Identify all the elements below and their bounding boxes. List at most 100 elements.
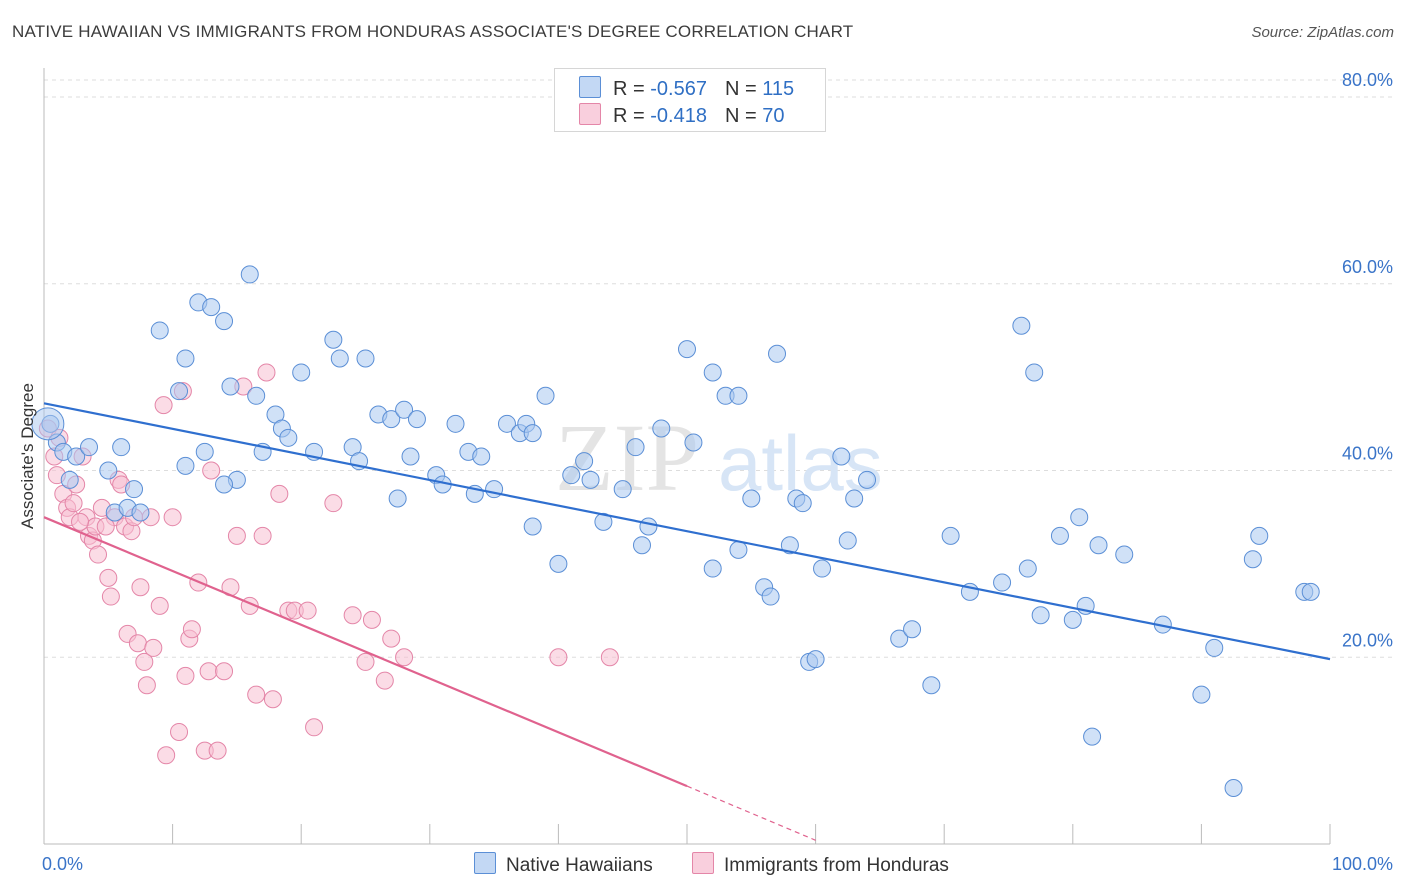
- native-hawaiian-point: [1089, 536, 1108, 555]
- honduras-points: [38, 363, 619, 765]
- axes: [43, 68, 1331, 845]
- native-hawaiian-point: [903, 620, 922, 639]
- legend-n-value: 70: [762, 105, 785, 127]
- chart-source: Source: ZipAtlas.com: [1251, 24, 1394, 41]
- native-hawaiian-point: [1012, 316, 1031, 335]
- native-hawaiian-point: [1031, 606, 1050, 625]
- honduras-point: [150, 596, 169, 615]
- honduras-point: [163, 508, 182, 527]
- x-tick-label: 0.0%: [42, 854, 83, 874]
- native-hawaiian-point: [993, 573, 1012, 592]
- correlation-legend: R = -0.567 N = 115 R = -0.418 N = 70: [554, 68, 826, 132]
- honduras-point: [64, 494, 83, 513]
- native-hawaiian-points: [31, 265, 1320, 797]
- native-hawaiian-point: [594, 512, 613, 531]
- native-hawaiian-point: [1243, 550, 1262, 569]
- native-hawaiian-point: [31, 407, 65, 441]
- native-hawaiian-point: [279, 428, 298, 447]
- honduras-point: [227, 526, 246, 545]
- native-hawaiian-point: [221, 377, 240, 396]
- native-hawaiian-point: [215, 475, 234, 494]
- native-hawaiian-point: [1250, 526, 1269, 545]
- native-hawaiian-point: [67, 447, 86, 466]
- native-hawaiian-point: [838, 531, 857, 550]
- honduras-point: [263, 690, 282, 709]
- native-hawaiian-point: [523, 424, 542, 443]
- honduras-point: [89, 545, 108, 564]
- honduras-point: [101, 587, 120, 606]
- native-hawaiian-point: [247, 386, 266, 405]
- legend-r-label: R =: [613, 78, 651, 100]
- honduras-point: [176, 666, 195, 685]
- native-hawaiian-point: [1301, 582, 1320, 601]
- native-hawaiian-point: [922, 676, 941, 695]
- native-hawaiian-point: [1224, 778, 1243, 797]
- honduras-point: [128, 634, 147, 653]
- native-hawaiian-point: [1063, 610, 1082, 629]
- native-hawaiian-point: [562, 466, 581, 485]
- honduras-point: [362, 610, 381, 629]
- honduras-point: [96, 517, 115, 536]
- native-hawaiian-point: [632, 536, 651, 555]
- honduras-point: [202, 461, 221, 480]
- native-hawaiian-point: [1018, 559, 1037, 578]
- honduras-point: [247, 685, 266, 704]
- honduras-point: [154, 396, 173, 415]
- native-hawaiian-point: [890, 629, 909, 648]
- honduras-point: [600, 648, 619, 667]
- tick-labels: 20.0% 40.0% 60.0% 80.0% 0.0% 100.0%: [42, 70, 1393, 874]
- honduras-point: [99, 568, 118, 587]
- honduras-point: [71, 512, 90, 531]
- honduras-point: [157, 746, 176, 765]
- native-hawaiian-point: [80, 438, 99, 457]
- native-hawaiian-point: [793, 494, 812, 513]
- native-hawaiian-point: [1115, 545, 1134, 564]
- legend-n-value: 115: [762, 78, 795, 100]
- bottom-legend-honduras: Immigrants from Honduras: [692, 852, 949, 877]
- honduras-trend-line: [43, 516, 688, 788]
- native-hawaiian-point: [324, 330, 343, 349]
- honduras-point: [257, 363, 276, 382]
- native-hawaiian-point: [1050, 526, 1069, 545]
- honduras-point: [199, 662, 218, 681]
- legend-r-value: -0.567: [650, 78, 707, 100]
- honduras-point: [356, 652, 375, 671]
- legend-r-label: R =: [613, 105, 651, 127]
- native-hawaiian-point: [176, 349, 195, 368]
- native-hawaiian-point: [575, 452, 594, 471]
- native-hawaiian-point: [125, 480, 144, 499]
- legend-row-honduras: R = -0.418 N = 70: [579, 103, 784, 128]
- native-hawaiian-point: [761, 587, 780, 606]
- y-tick-label: 40.0%: [1342, 444, 1393, 464]
- native-hawaiian-point: [1025, 363, 1044, 382]
- native-hawaiian-point: [684, 433, 703, 452]
- native-hawaiian-point: [1083, 727, 1102, 746]
- native-hawaiian-point: [549, 554, 568, 573]
- native-hawaiian-point: [330, 349, 349, 368]
- native-hawaiian-point: [1192, 685, 1211, 704]
- y-tick-label: 80.0%: [1342, 70, 1393, 90]
- native-hawaiian-point: [176, 456, 195, 475]
- native-hawaiian-point: [112, 438, 131, 457]
- native-hawaiian-point: [581, 470, 600, 489]
- blue-swatch-icon: [579, 76, 601, 98]
- honduras-point: [305, 718, 324, 737]
- native-hawaiian-point: [446, 414, 465, 433]
- native-hawaiian-point: [652, 419, 671, 438]
- native-hawaiian-point: [858, 470, 877, 489]
- native-hawaiian-point: [703, 363, 722, 382]
- native-hawaiian-point: [356, 349, 375, 368]
- native-hawaiian-point: [768, 344, 787, 363]
- chart-title: NATIVE HAWAIIAN VS IMMIGRANTS FROM HONDU…: [12, 22, 854, 41]
- native-hawaiian-point: [941, 526, 960, 545]
- legend-n-label: N =: [724, 105, 763, 127]
- native-hawaiian-point: [395, 400, 414, 419]
- y-tick-label: 20.0%: [1342, 630, 1393, 650]
- honduras-point: [131, 578, 150, 597]
- bottom-legend-native-label: Native Hawaiians: [506, 855, 653, 876]
- legend-row-native: R = -0.567 N = 115: [579, 76, 794, 101]
- y-axis-title: Associate's Degree: [18, 383, 37, 529]
- native-hawaiian-point: [678, 340, 696, 359]
- native-hawaiian-point: [639, 517, 658, 536]
- honduras-point: [549, 648, 568, 667]
